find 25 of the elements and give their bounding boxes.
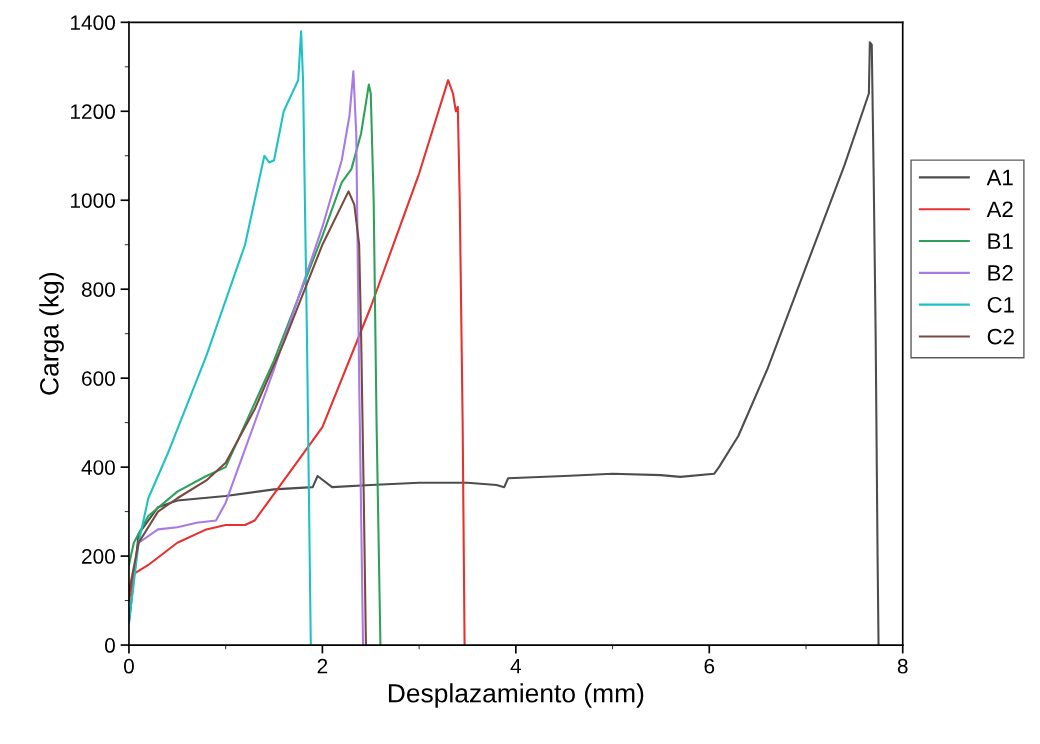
y-tick-label: 400 xyxy=(81,460,115,475)
legend-label: C2 xyxy=(987,328,1014,345)
x-axis-title: Desplazamiento (mm) xyxy=(388,683,644,708)
line-series xyxy=(128,79,466,646)
x-tick-label: 4 xyxy=(510,659,522,674)
x-tick-label: 6 xyxy=(704,658,715,674)
y-tick-label: 200 xyxy=(82,549,115,564)
y-tick-label: 1200 xyxy=(71,104,115,120)
legend-label: B2 xyxy=(988,265,1013,281)
line-series xyxy=(128,41,880,646)
legend-label: C1 xyxy=(987,296,1014,313)
y-tick-label: 1400 xyxy=(71,15,115,31)
legend-label: A2 xyxy=(986,201,1013,217)
y-tick-label: 0 xyxy=(104,638,115,653)
y-axis-title: Carga (kg) xyxy=(39,272,64,395)
y-tick-label: 800 xyxy=(81,282,115,297)
line-series xyxy=(128,30,312,646)
legend-label: A1 xyxy=(986,169,1013,186)
legend-label: B1 xyxy=(988,233,1013,249)
x-tick-label: 0 xyxy=(123,658,134,674)
x-tick-label: 2 xyxy=(317,658,328,674)
y-tick-label: 1000 xyxy=(71,193,115,208)
line-series xyxy=(128,190,367,646)
y-tick-label: 600 xyxy=(82,371,115,386)
x-tick-label: 8 xyxy=(897,658,908,674)
